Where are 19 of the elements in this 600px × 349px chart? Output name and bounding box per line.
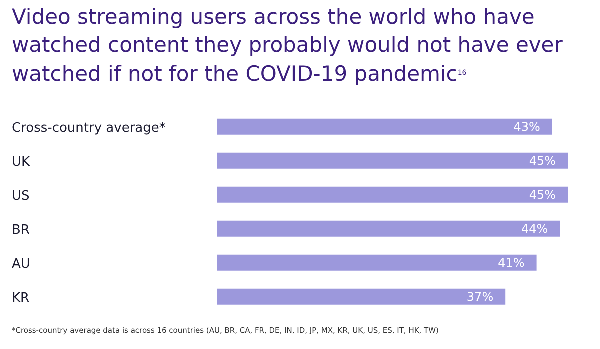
bar [217, 186, 568, 203]
data-label: 45% [529, 154, 556, 168]
bar [217, 254, 537, 271]
chart-title: Video streaming users across the world who have watched content they probably would not have ever watched if not for the COVID-19 pandemic$^{16}$ [12, 4, 564, 88]
bar [217, 220, 560, 237]
y-tick-label: US [12, 189, 30, 204]
bar [217, 118, 552, 135]
data-label: 44% [522, 222, 548, 236]
y-tick-label: KR [12, 291, 30, 306]
data-label: 37% [466, 290, 494, 304]
data-label: 45% [529, 188, 556, 202]
data-label: 43% [514, 120, 540, 134]
data-label: 41% [498, 256, 525, 270]
y-tick-label: UK [12, 155, 31, 170]
y-tick-label: Cross-country average* [12, 121, 166, 136]
bar [217, 152, 568, 169]
y-tick-label: AU [12, 257, 30, 272]
bar [217, 288, 506, 305]
y-tick-label: BR [12, 223, 30, 238]
